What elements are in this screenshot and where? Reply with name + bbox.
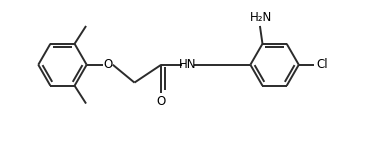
Text: HN: HN — [179, 58, 197, 71]
Text: O: O — [157, 95, 166, 108]
Text: O: O — [103, 58, 112, 71]
Text: Cl: Cl — [316, 58, 328, 71]
Text: H₂N: H₂N — [250, 11, 272, 24]
